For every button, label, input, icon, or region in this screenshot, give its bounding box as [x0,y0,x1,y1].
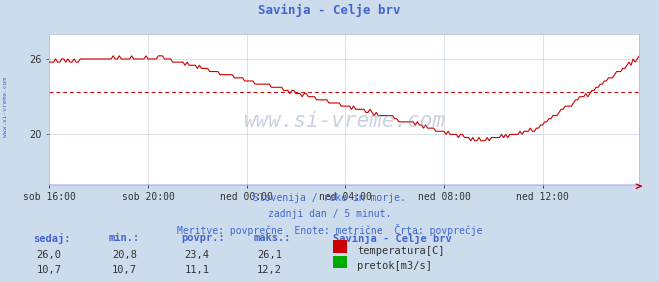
Text: Savinja - Celje brv: Savinja - Celje brv [258,4,401,17]
Text: min.:: min.: [109,233,140,243]
Text: www.si-vreme.com: www.si-vreme.com [3,77,8,137]
Text: temperatura[C]: temperatura[C] [357,246,445,256]
Text: 20,8: 20,8 [112,250,137,260]
Text: 11,1: 11,1 [185,265,210,275]
Text: 23,4: 23,4 [185,250,210,260]
Text: zadnji dan / 5 minut.: zadnji dan / 5 minut. [268,209,391,219]
Text: Savinja - Celje brv: Savinja - Celje brv [333,233,451,244]
Text: pretok[m3/s]: pretok[m3/s] [357,261,432,271]
Text: povpr.:: povpr.: [181,233,225,243]
Text: 10,7: 10,7 [112,265,137,275]
Text: sedaj:: sedaj: [33,233,71,244]
Text: 26,1: 26,1 [257,250,282,260]
Text: 10,7: 10,7 [36,265,61,275]
Text: 26,0: 26,0 [36,250,61,260]
Text: 12,2: 12,2 [257,265,282,275]
Text: www.si-vreme.com: www.si-vreme.com [243,111,445,131]
Text: Meritve: povprečne  Enote: metrične  Črta: povprečje: Meritve: povprečne Enote: metrične Črta:… [177,224,482,236]
Text: Slovenija / reke in morje.: Slovenija / reke in morje. [253,193,406,203]
Text: maks.:: maks.: [254,233,291,243]
